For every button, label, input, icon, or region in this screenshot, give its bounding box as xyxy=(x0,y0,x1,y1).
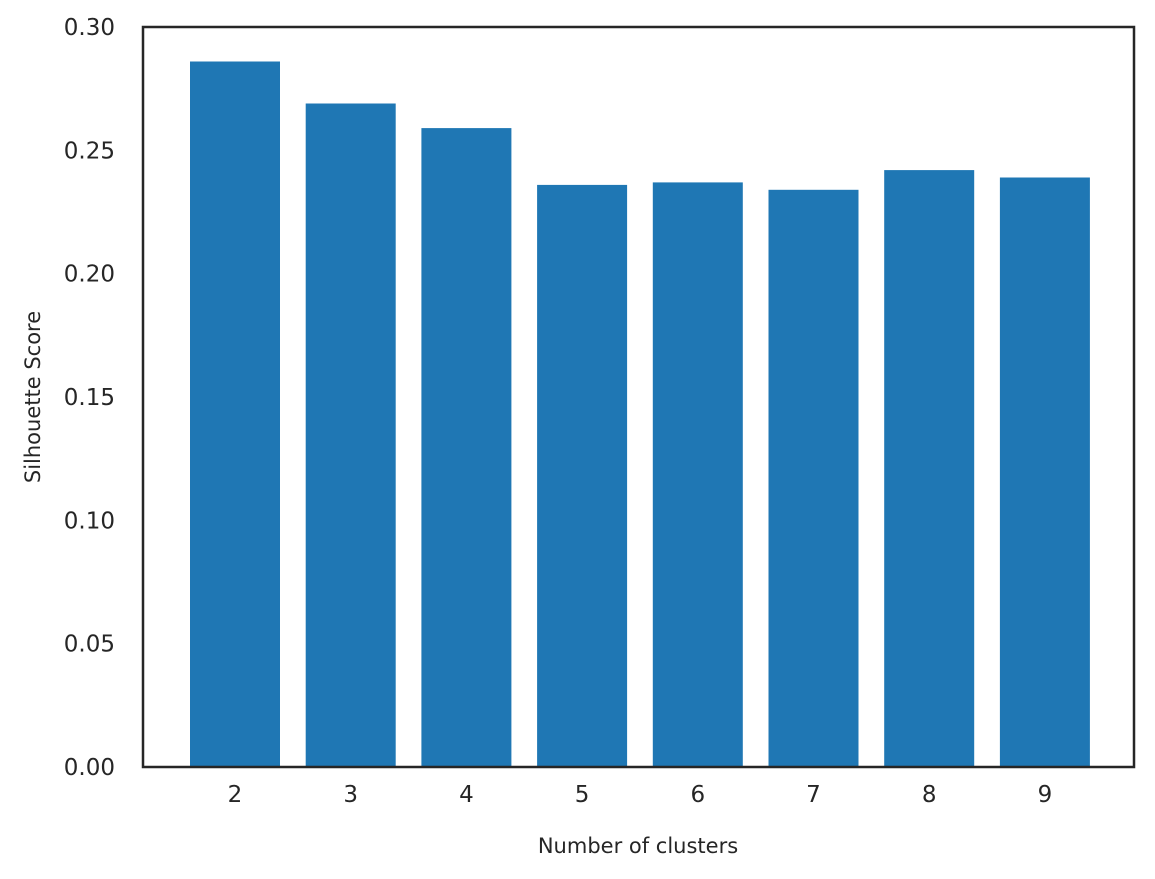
x-tick-label: 9 xyxy=(1038,782,1053,808)
bar-3 xyxy=(305,103,396,767)
bar-2 xyxy=(190,61,280,767)
y-tick-label: 0.05 xyxy=(64,632,115,658)
x-tick-label: 4 xyxy=(459,782,474,808)
x-tick-label: 6 xyxy=(690,782,705,808)
bar-7 xyxy=(768,189,859,768)
y-tick-label: 0.10 xyxy=(64,508,115,534)
x-tick-label: 3 xyxy=(343,782,358,808)
y-tick-label: 0.00 xyxy=(64,755,115,781)
y-axis-ticks: 0.00 0.05 0.10 0.15 0.20 0.25 0.30 xyxy=(64,15,115,781)
bar-5 xyxy=(537,184,628,767)
y-axis-label: Silhouette Score xyxy=(21,311,45,483)
bars-layer xyxy=(190,61,1090,768)
x-tick-label: 8 xyxy=(922,782,937,808)
y-tick-label: 0.20 xyxy=(64,262,115,288)
y-tick-label: 0.25 xyxy=(64,138,115,164)
x-tick-label: 7 xyxy=(806,782,821,808)
x-axis-ticks: 2 3 4 5 6 7 8 9 xyxy=(228,782,1053,808)
plot-frame xyxy=(141,25,1136,769)
y-tick-label: 0.15 xyxy=(64,385,115,411)
x-tick-label: 2 xyxy=(228,782,243,808)
bar-9 xyxy=(999,177,1090,767)
x-tick-label: 5 xyxy=(575,782,590,808)
bar-6 xyxy=(652,182,743,767)
bar-8 xyxy=(884,170,975,768)
bar-4 xyxy=(421,128,512,768)
y-tick-label: 0.30 xyxy=(64,15,115,41)
x-axis-label: Number of clusters xyxy=(538,834,738,858)
